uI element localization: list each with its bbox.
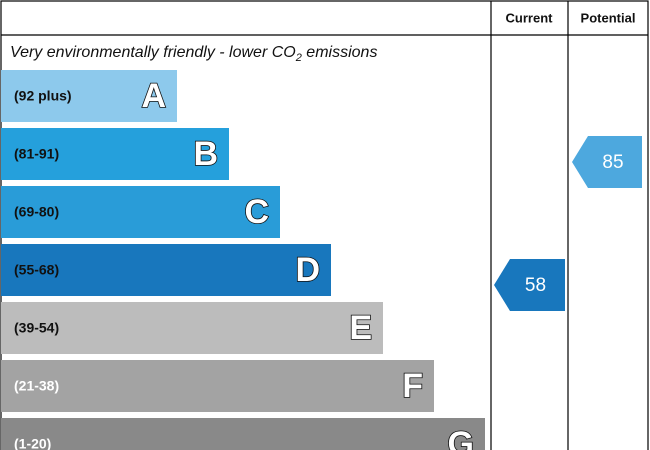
band-bar [1, 302, 383, 354]
band-range: (81-91) [14, 146, 59, 162]
band-bar [1, 186, 280, 238]
subtitle-sub: 2 [295, 52, 302, 64]
band-range: (21-38) [14, 378, 59, 394]
band-range: (1-20) [14, 436, 51, 450]
current-header: Current [506, 10, 554, 25]
band-letter: D [295, 251, 320, 289]
band-range: (55-68) [14, 262, 59, 278]
band-bar [1, 360, 434, 412]
band-letter: G [448, 425, 474, 450]
band-range: (39-54) [14, 320, 59, 336]
band-range: (69-80) [14, 204, 59, 220]
band-letter: F [402, 367, 423, 405]
band-bar [1, 70, 177, 122]
band-letter: E [349, 309, 372, 347]
potential-arrow [572, 136, 642, 188]
band-letter: C [244, 193, 269, 231]
current-arrow [494, 259, 565, 311]
potential-header: Potential [581, 10, 636, 25]
subtitle-text: emissions [302, 44, 378, 61]
subtitle-text: Very environmentally friendly - lower CO [10, 44, 296, 61]
band-letter: A [141, 77, 166, 115]
band-bar [1, 418, 485, 450]
band-bar [1, 244, 331, 296]
band-letter: B [193, 135, 218, 173]
potential-value: 85 [602, 152, 623, 173]
band-bar [1, 128, 229, 180]
current-value: 58 [525, 275, 546, 296]
band-range: (92 plus) [14, 88, 72, 104]
subtitle: Very environmentally friendly - lower CO… [10, 44, 377, 64]
